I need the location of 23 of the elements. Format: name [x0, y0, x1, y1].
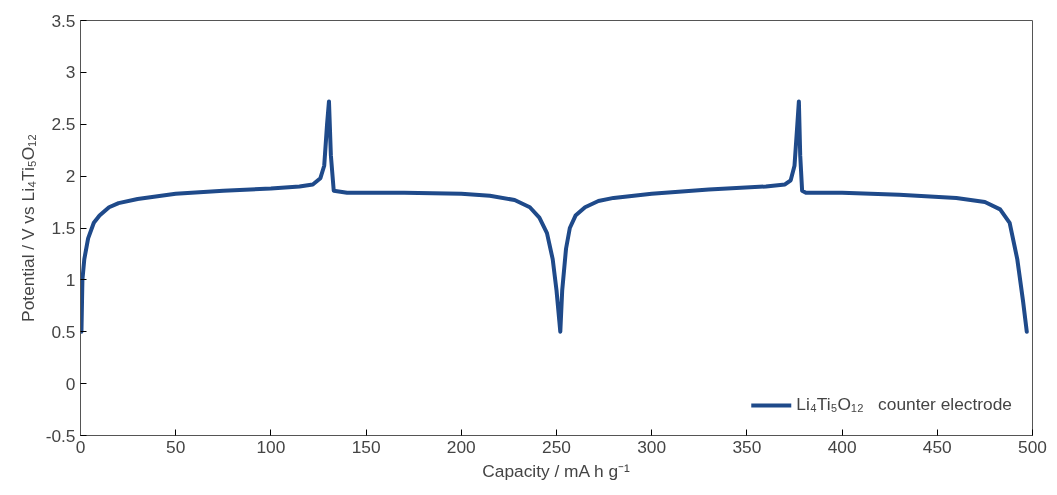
x-tick-label: 300	[637, 436, 667, 457]
x-tick-label: 500	[1018, 436, 1047, 457]
x-tick-label: 150	[351, 436, 381, 457]
x-tick-label: 450	[922, 436, 952, 457]
y-tick-label: 2.5	[51, 114, 76, 135]
line-series	[80, 99, 1029, 334]
y-tick-label: 3	[65, 62, 76, 83]
y-tick-label: 1	[65, 269, 76, 290]
y-tick-label: 0	[65, 373, 76, 394]
y-tick-label: 3.5	[51, 10, 76, 31]
x-tick-label: 350	[732, 436, 762, 457]
x-axis-title: Capacity / mA h g⁻¹	[482, 460, 631, 481]
x-tick-label: 400	[827, 436, 857, 457]
x-tick-label: 50	[166, 436, 186, 457]
y-axis-title: Potential / V vs Li₄Ti₅O₁₂	[17, 134, 38, 322]
y-tick-label: 2	[65, 166, 76, 187]
y-tick-label: -0.5	[45, 425, 76, 446]
x-tick-label: 200	[446, 436, 476, 457]
legend-label: Li₄Ti₅O₁₂ counter electrode	[796, 394, 1012, 415]
y-tick-label: 0.5	[51, 321, 76, 342]
y-tick-label: 1.5	[51, 218, 76, 238]
x-tick-label: 100	[256, 436, 286, 457]
x-tick-label: 250	[542, 436, 571, 457]
